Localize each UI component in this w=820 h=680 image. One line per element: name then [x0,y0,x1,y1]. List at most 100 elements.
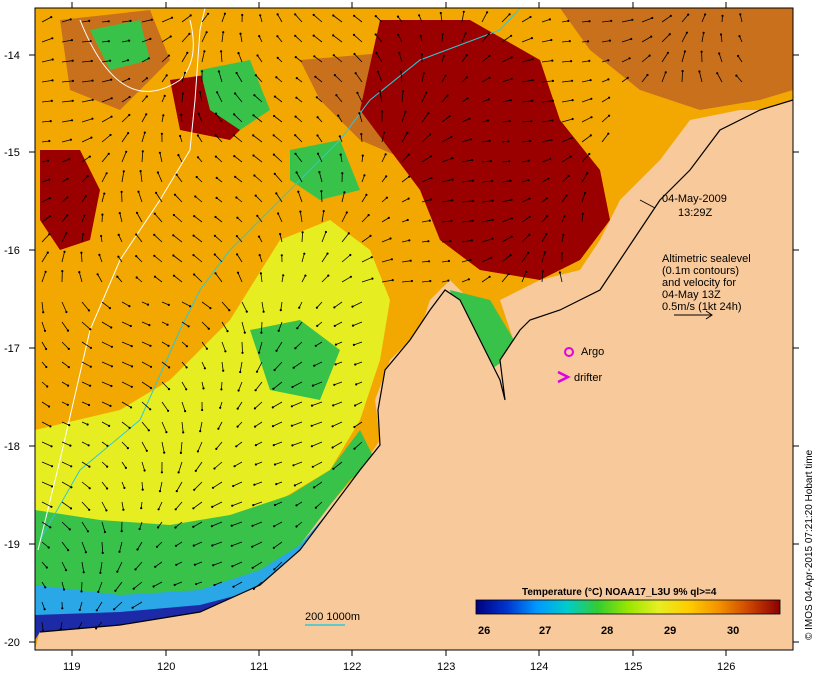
velocity-vector-head [354,363,357,366]
velocity-vector [101,134,111,143]
velocity-vector-head [192,544,195,547]
velocity-vector-head [700,50,703,53]
velocity-vector [119,213,123,223]
velocity-vector [441,75,446,83]
velocity-vector [541,158,551,163]
velocity-vector [193,501,203,509]
velocity-vector [121,461,127,469]
velocity-vector [279,234,283,243]
velocity-vector [280,301,283,311]
y-tick-label: -20 [4,637,20,649]
velocity-vector-head [71,99,74,102]
velocity-vector [141,19,152,23]
velocity-vector [254,481,263,486]
velocity-vector [296,172,303,183]
velocity-vector [296,97,303,103]
velocity-vector [254,175,263,183]
velocity-vector-head [295,96,298,99]
velocity-vector-head [371,277,374,280]
velocity-vector [193,254,203,263]
velocity-vector [221,32,224,43]
velocity-vector-head [236,253,239,256]
velocity-vector-head [88,465,91,468]
velocity-vector-head [51,37,54,40]
velocity-vector-head [646,73,649,77]
velocity-vector-head [128,426,131,429]
velocity-vector [121,441,129,449]
velocity-vector-head [165,74,168,77]
velocity-vector [233,481,243,487]
velocity-vector-head [581,212,585,215]
velocity-vector [321,253,328,263]
velocity-vector-head [273,95,277,98]
velocity-vector [241,321,246,333]
velocity-vector [581,116,592,123]
velocity-vector-head [183,71,187,74]
velocity-vector [234,93,243,103]
velocity-vector [441,220,452,223]
velocity-vector [214,235,223,243]
velocity-vector-head [253,483,256,486]
velocity-vector [681,71,683,83]
velocity-vector-head [135,276,138,279]
velocity-vector-head [126,447,129,450]
velocity-vector [441,240,451,243]
velocity-vector-head [489,159,492,163]
velocity-vector [61,441,71,446]
velocity-vector [101,361,113,367]
velocity-vector-head [349,275,352,278]
velocity-vector-head [181,92,184,95]
velocity-vector-head [530,37,534,40]
velocity-vector-head [547,177,550,180]
velocity-vector-head [117,233,120,236]
velocity-vector-head [241,351,244,354]
velocity-vector [661,15,672,23]
velocity-vector [137,541,143,550]
velocity-vector-head [418,14,421,17]
velocity-vector-head [141,150,144,153]
velocity-vector-head [149,408,152,411]
velocity-vector-head [294,56,297,59]
velocity-vector-head [235,196,238,199]
velocity-vector-head [233,465,236,468]
velocity-vector-head [441,33,444,36]
velocity-vector-head [303,252,306,255]
velocity-vector [97,581,103,593]
velocity-vector [441,34,443,43]
velocity-vector-head [193,488,196,491]
velocity-vector-head [510,235,513,238]
velocity-vector-head [107,40,110,43]
velocity-vector [101,481,108,489]
velocity-vector [236,254,243,263]
velocity-vector [101,116,112,123]
velocity-vector [253,581,263,590]
velocity-vector-head [586,172,589,175]
velocity-vector-head [607,59,610,62]
velocity-vector [194,561,203,566]
velocity-vector-head [153,212,156,215]
velocity-vector [581,135,592,143]
velocity-vector [61,80,73,83]
velocity-vector [336,94,343,103]
velocity-vector [421,199,432,203]
velocity-vector-head [95,627,98,630]
velocity-vector [461,97,468,103]
velocity-vector [161,17,173,23]
velocity-vector [581,60,590,63]
velocity-vector-head [608,114,611,117]
velocity-vector [541,39,552,43]
altimetry-line: and velocity for [662,277,736,289]
velocity-vector [334,301,343,308]
velocity-vector-head [397,33,400,36]
velocity-vector-head [236,271,240,274]
velocity-vector [313,35,323,43]
velocity-vector [259,254,263,263]
velocity-vector [314,55,323,63]
velocity-vector-head [510,198,513,201]
velocity-vector [521,160,529,163]
velocity-vector [193,274,203,283]
velocity-vector [158,501,163,510]
y-tick-label: -18 [4,441,20,453]
velocity-vector [716,73,723,83]
velocity-vector-head [214,272,217,275]
